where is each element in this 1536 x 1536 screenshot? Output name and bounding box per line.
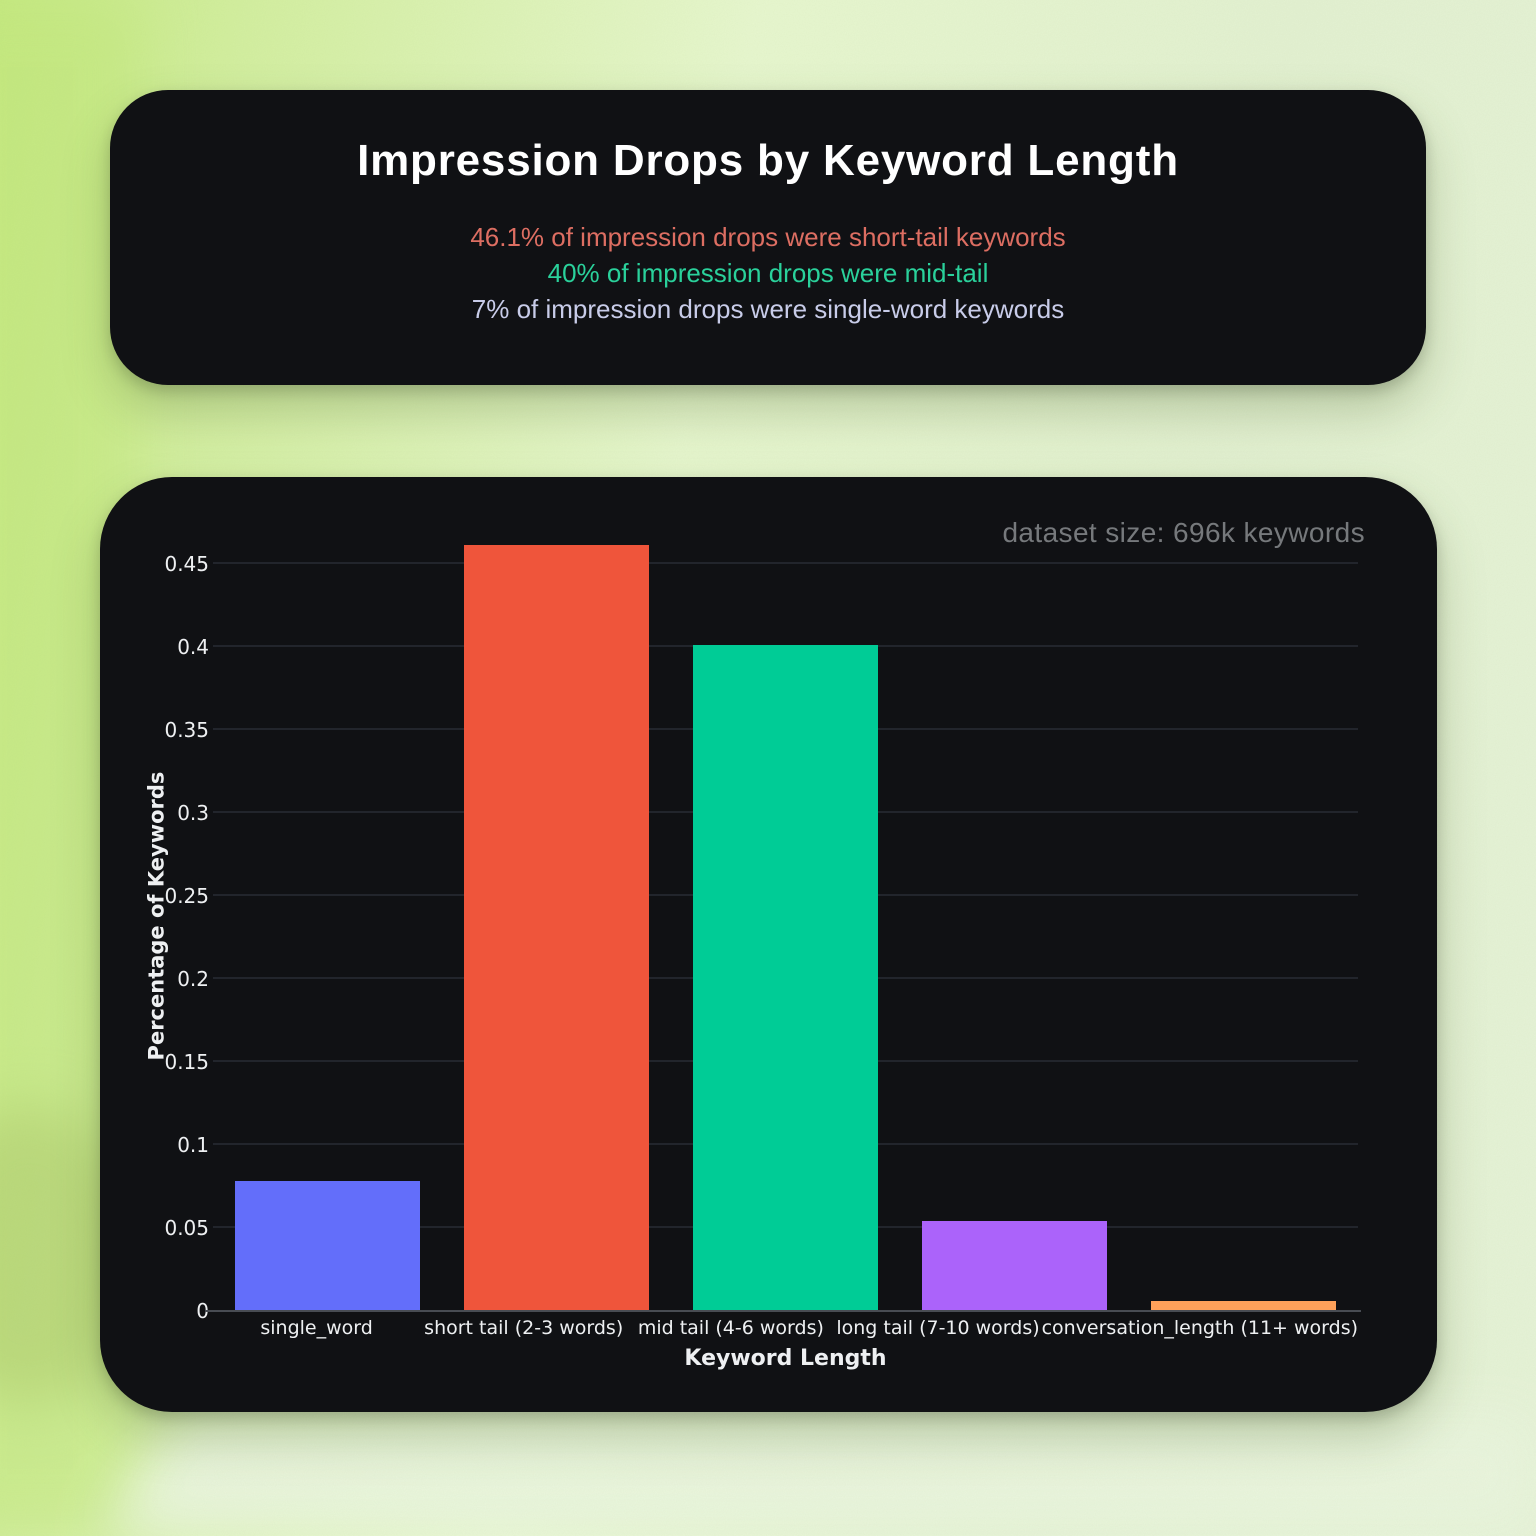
bar-conversation-length-11-words- — [1151, 1301, 1336, 1311]
x-axis-title: Keyword Length — [684, 1346, 887, 1371]
subtitle-block: 46.1% of impression drops were short-tai… — [110, 219, 1426, 327]
y-tick-label-0.45: 0.45 — [164, 551, 209, 576]
header-card: Impression Drops by Keyword Length 46.1%… — [110, 90, 1426, 385]
y-tick-label-0.15: 0.15 — [164, 1049, 209, 1074]
y-tick-label-0.1: 0.1 — [177, 1132, 209, 1157]
bar-short-tail-2-3-words- — [464, 545, 649, 1311]
y-tick-label-0.35: 0.35 — [164, 717, 209, 742]
bar-slot-4 — [1129, 518, 1358, 1311]
x-tick-label-4: conversation_length (11+ words) — [1041, 1317, 1359, 1339]
page-title: Impression Drops by Keyword Length — [357, 136, 1179, 185]
y-tick-label-0.3: 0.3 — [177, 800, 209, 825]
y-tick-label-0: 0 — [196, 1299, 209, 1323]
y-tick-label-0.2: 0.2 — [177, 966, 209, 991]
bar-series — [213, 518, 1358, 1311]
subtitle-line-0: 46.1% of impression drops were short-tai… — [470, 222, 1066, 252]
y-tick-label-0.05: 0.05 — [164, 1215, 209, 1240]
subtitle-line-2: 7% of impression drops were single-word … — [471, 294, 1065, 324]
x-axis-tick-labels: single_word short tail (2-3 words) mid tai… — [213, 1317, 1358, 1339]
y-axis-tick-labels: 0 0.05 0.1 0.15 0.2 0.25 0.3 0.35 0.4 0.45 — [100, 518, 209, 1323]
x-axis-line — [205, 1310, 1361, 1312]
bar-mid-tail-4-6-words- — [693, 645, 878, 1311]
bar-long-tail-7-10-words- — [922, 1221, 1107, 1311]
y-tick-label-0.4: 0.4 — [177, 634, 209, 659]
bar-slot-1 — [442, 518, 671, 1311]
bar-slot-2 — [671, 518, 900, 1311]
x-tick-label-2: mid tail (4-6 words) — [637, 1317, 824, 1339]
gridline-0.45 — [213, 561, 1358, 564]
bar-slot-0 — [213, 518, 442, 1311]
chart-card: dataset size: 696k keywords Percentage o… — [100, 477, 1437, 1412]
x-tick-label-0: single_word — [260, 1317, 373, 1339]
y-tick-label-0.25: 0.25 — [164, 883, 209, 908]
x-tick-label-1: short tail (2-3 words) — [424, 1317, 624, 1339]
x-tick-label-3: long tail (7-10 words) — [836, 1317, 1040, 1339]
bar-slot-3 — [900, 518, 1129, 1311]
bar-single-word — [235, 1181, 420, 1311]
dataset-size-annotation: dataset size: 696k keywords — [1002, 517, 1365, 548]
subtitle-line-1: 40% of impression drops were mid-tail — [547, 258, 989, 288]
plot-area — [205, 518, 1361, 1312]
